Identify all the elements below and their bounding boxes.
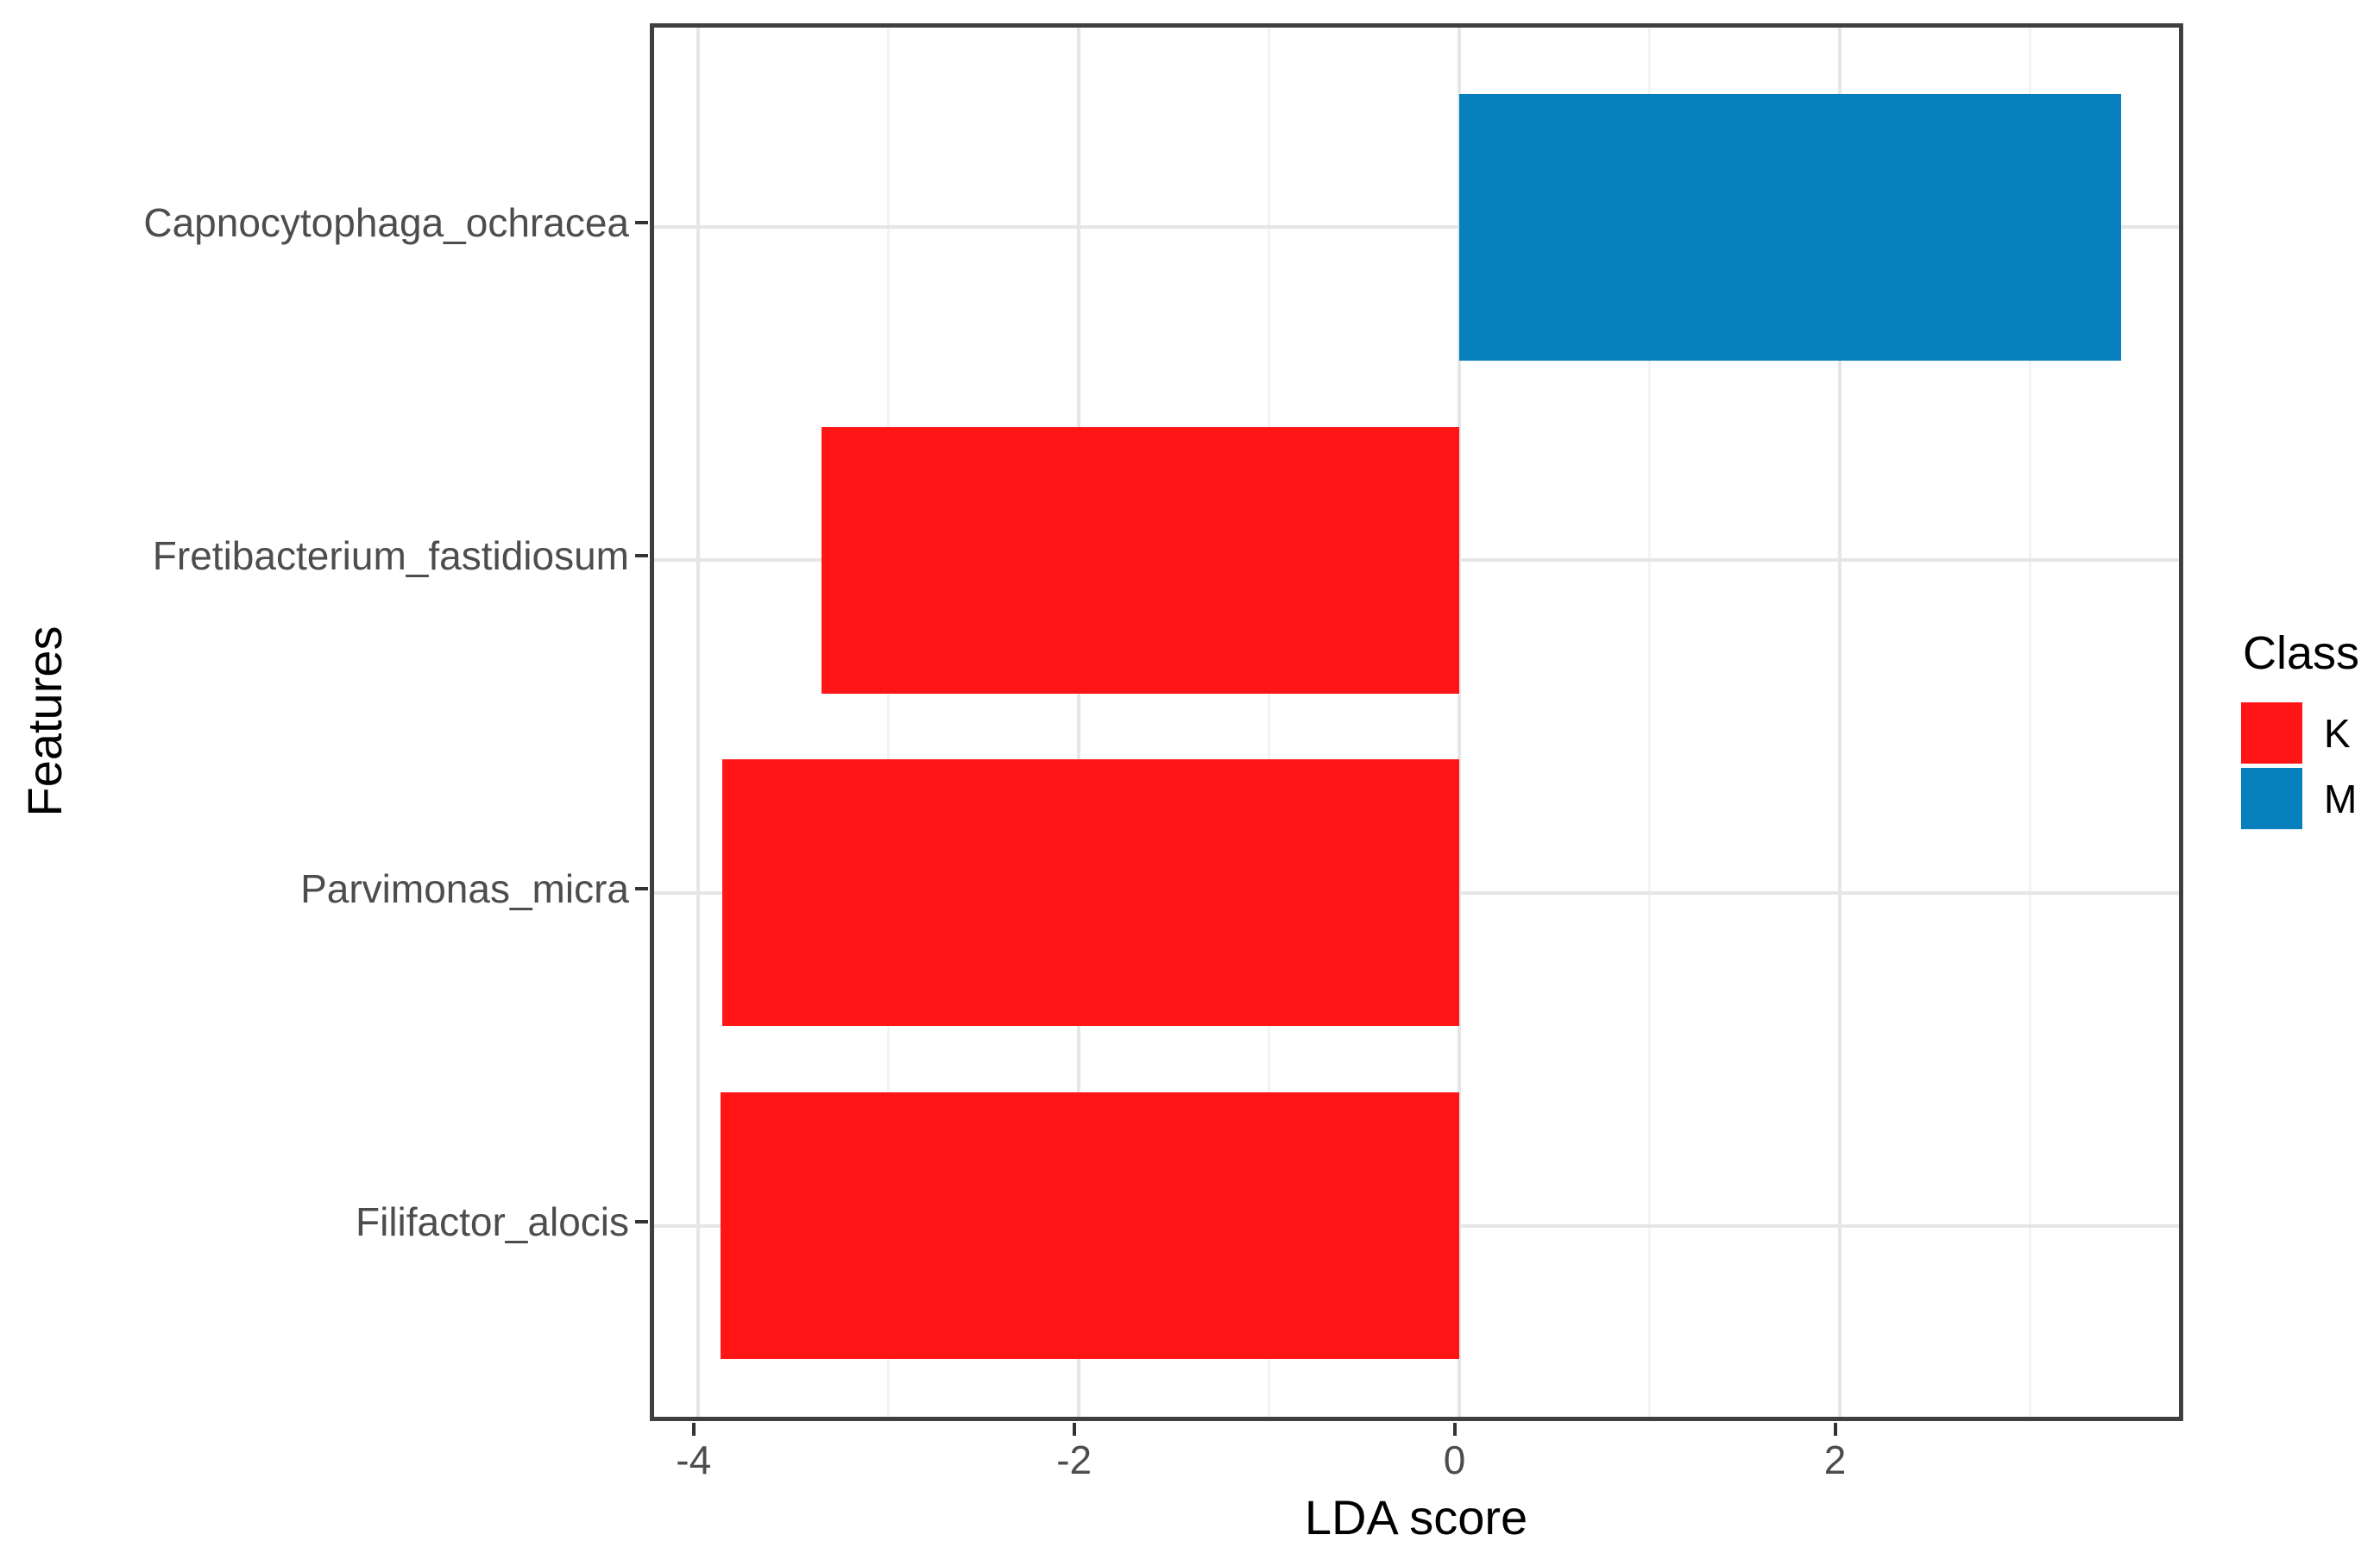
x-axis-title: LDA score	[1304, 1490, 1528, 1544]
gridline-minor-x-1	[1647, 28, 1651, 1417]
y-tick-label-0: Capnocytophaga_ochracea	[143, 200, 629, 246]
y-tick-mark-0	[635, 221, 648, 225]
y-tick-mark-1	[635, 554, 648, 558]
bar-Capnocytophaga_ochracea	[1458, 93, 2121, 361]
gridline-minor-x--1	[1267, 28, 1270, 1417]
gridline-major-x-2	[1837, 28, 1842, 1417]
x-tick-label--4: -4	[676, 1437, 712, 1482]
gridline-major-x--2	[1076, 28, 1080, 1417]
x-tick-mark--4	[691, 1423, 696, 1436]
y-tick-mark-3	[635, 1219, 648, 1223]
legend-entry-M: M	[2241, 768, 2379, 829]
x-tick-label-2: 2	[1823, 1437, 1847, 1482]
y-tick-mark-2	[635, 886, 648, 890]
legend-key-M	[2241, 768, 2302, 829]
plot-panel	[650, 23, 2183, 1421]
y-tick-label-2: Parvimonas_micra	[300, 865, 629, 911]
y-tick-label-3: Filifactor_alocis	[356, 1198, 629, 1244]
legend-entry-K: K	[2241, 702, 2379, 764]
legend-key-K	[2241, 702, 2302, 764]
x-tick-label--2: -2	[1056, 1437, 1092, 1482]
gridline-minor-x--3	[886, 28, 890, 1417]
legend-title: Class	[2243, 627, 2360, 679]
x-tick-label-0: 0	[1443, 1437, 1466, 1482]
gridline-major-x--4	[696, 28, 700, 1417]
x-tick-mark-2	[1833, 1423, 1837, 1436]
gridline-major-y-0	[654, 225, 2179, 230]
bar-Fretibacterium_fastidiosum	[822, 426, 1459, 694]
gridline-minor-x-3	[2028, 28, 2031, 1417]
x-tick-mark--2	[1072, 1423, 1076, 1436]
bar-Parvimonas_micra	[722, 759, 1459, 1027]
x-tick-mark-0	[1452, 1423, 1457, 1436]
legend-label-K: K	[2324, 710, 2351, 756]
bar-Filifactor_alocis	[721, 1092, 1459, 1360]
legend-label-M: M	[2324, 776, 2358, 821]
gridline-major-x-0	[1457, 28, 1461, 1417]
plot-area	[654, 28, 2179, 1417]
y-tick-label-1: Fretibacterium_fastidiosum	[152, 533, 629, 579]
